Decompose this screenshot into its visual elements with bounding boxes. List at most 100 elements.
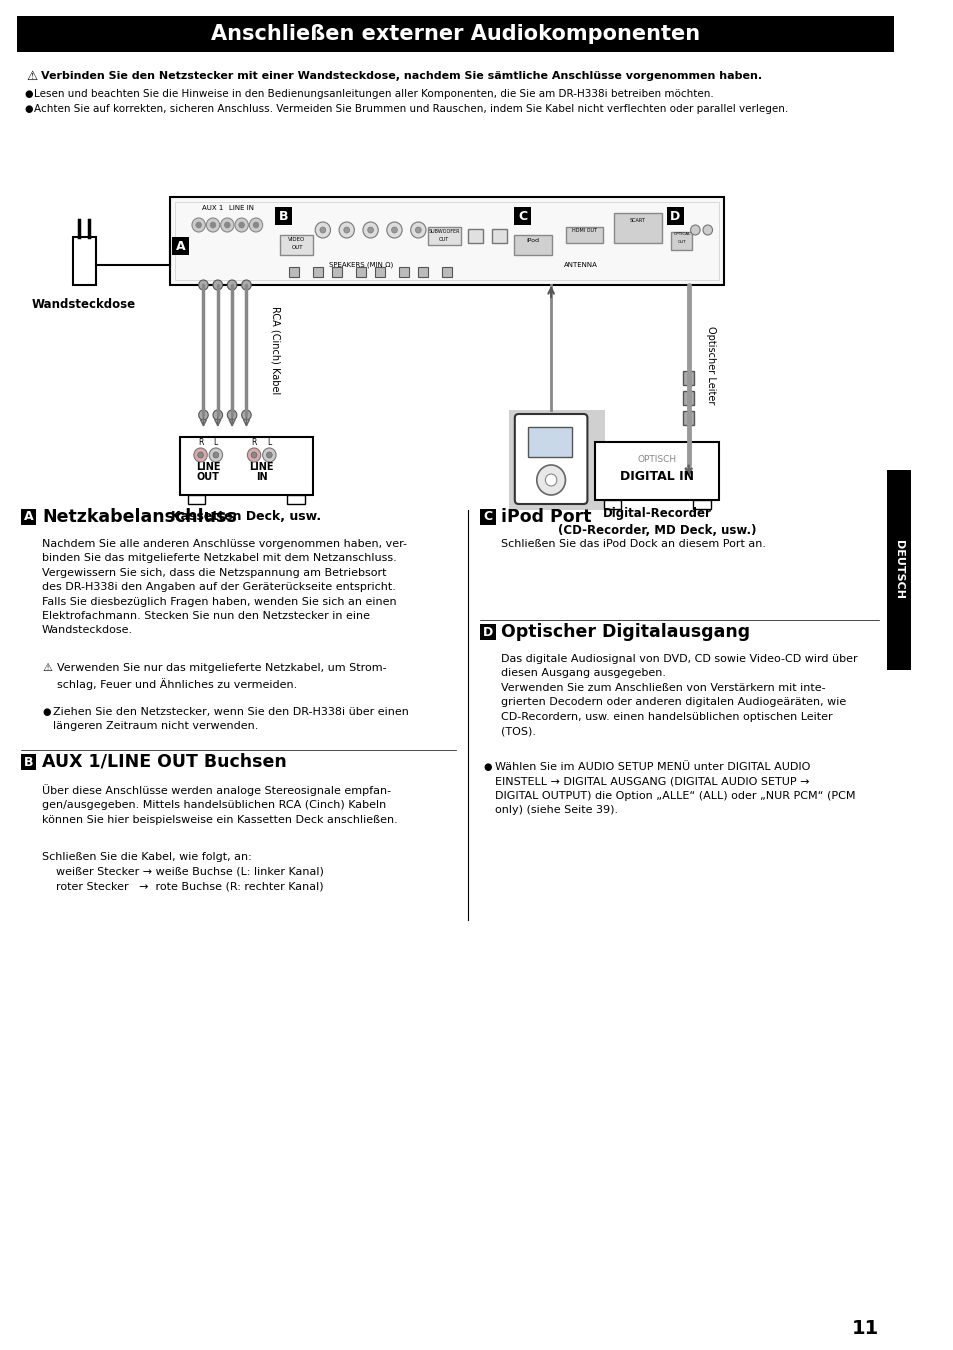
Circle shape <box>227 279 236 290</box>
Bar <box>666 207 683 225</box>
Circle shape <box>213 410 222 420</box>
Bar <box>514 235 552 255</box>
Circle shape <box>193 448 207 462</box>
Bar <box>428 227 461 244</box>
Bar <box>172 238 189 255</box>
Circle shape <box>319 227 325 234</box>
Circle shape <box>210 221 215 228</box>
Text: L: L <box>267 437 272 447</box>
Text: ●: ● <box>483 761 492 772</box>
Circle shape <box>220 217 233 232</box>
Text: Anschließen externer Audiokomponenten: Anschließen externer Audiokomponenten <box>211 24 700 45</box>
Text: AUX 1/LINE OUT Buchsen: AUX 1/LINE OUT Buchsen <box>42 753 287 771</box>
Text: 11: 11 <box>851 1319 878 1338</box>
Text: B: B <box>278 209 288 223</box>
Text: C: C <box>483 510 492 524</box>
Text: SPEAKERS (MIN Ω): SPEAKERS (MIN Ω) <box>329 262 393 269</box>
Bar <box>468 230 483 243</box>
Bar <box>566 227 602 243</box>
Circle shape <box>253 221 258 228</box>
Text: ANTENNA: ANTENNA <box>563 262 597 269</box>
Circle shape <box>249 217 262 232</box>
Text: OUT: OUT <box>438 238 449 242</box>
Circle shape <box>213 279 222 290</box>
Circle shape <box>213 452 218 458</box>
Bar <box>682 410 694 425</box>
Bar <box>398 267 409 277</box>
Text: C: C <box>517 209 526 223</box>
Text: Verbinden Sie den Netzstecker mit einer Wandsteckdose, nachdem Sie sämtliche Ans: Verbinden Sie den Netzstecker mit einer … <box>41 72 761 81</box>
Bar <box>375 267 384 277</box>
Bar <box>480 624 496 640</box>
Circle shape <box>537 464 565 495</box>
Text: D: D <box>482 625 493 639</box>
Circle shape <box>198 410 208 420</box>
Text: Optischer Leiter: Optischer Leiter <box>705 325 715 404</box>
Circle shape <box>391 227 396 234</box>
Text: OPTICAL: OPTICAL <box>673 232 690 236</box>
Bar <box>174 202 719 279</box>
Text: Nachdem Sie alle anderen Anschlüsse vorgenommen haben, ver-
binden Sie das mitge: Nachdem Sie alle anderen Anschlüsse vorg… <box>42 539 407 636</box>
Circle shape <box>192 217 205 232</box>
Bar <box>614 213 661 243</box>
Bar <box>509 410 604 510</box>
Text: LINE: LINE <box>249 462 274 472</box>
Bar <box>274 207 292 225</box>
Circle shape <box>195 221 201 228</box>
Bar <box>21 509 36 525</box>
Text: RCA (Cinch) Kabel: RCA (Cinch) Kabel <box>270 306 280 394</box>
Bar <box>603 500 620 509</box>
Circle shape <box>238 221 244 228</box>
Text: Wandsteckdose: Wandsteckdose <box>32 298 136 312</box>
Bar <box>693 500 710 509</box>
Text: IN: IN <box>255 472 267 482</box>
Circle shape <box>367 227 373 234</box>
Text: Ziehen Sie den Netzstecker, wenn Sie den DR-H338i über einen
längeren Zeitraum n: Ziehen Sie den Netzstecker, wenn Sie den… <box>53 707 409 732</box>
Text: Netzkabelanschluss: Netzkabelanschluss <box>42 508 236 526</box>
Circle shape <box>206 217 219 232</box>
Circle shape <box>241 410 251 420</box>
Circle shape <box>386 221 402 238</box>
FancyBboxPatch shape <box>515 414 587 504</box>
Circle shape <box>198 279 208 290</box>
Text: Das digitale Audiosignal von DVD, CD sowie Video-CD wird über
diesen Ausgang aus: Das digitale Audiosignal von DVD, CD sow… <box>501 653 857 736</box>
Bar <box>682 392 694 405</box>
Text: OUT: OUT <box>196 472 219 482</box>
Text: OPTISCH: OPTISCH <box>637 455 676 464</box>
Bar <box>418 267 428 277</box>
Bar <box>287 495 304 504</box>
Text: Digital-Recorder
(CD-Recorder, MD Deck, usw.): Digital-Recorder (CD-Recorder, MD Deck, … <box>558 508 756 537</box>
Bar <box>289 267 298 277</box>
Bar <box>170 197 723 285</box>
Circle shape <box>234 217 248 232</box>
Text: Schließen Sie die Kabel, wie folgt, an:
    weißer Stecker → weiße Buchse (L: li: Schließen Sie die Kabel, wie folgt, an: … <box>42 852 324 891</box>
Text: AUX 1: AUX 1 <box>202 205 223 211</box>
Circle shape <box>690 225 700 235</box>
Text: Schließen Sie das iPod Dock an diesem Port an.: Schließen Sie das iPod Dock an diesem Po… <box>501 539 765 549</box>
Circle shape <box>224 221 230 228</box>
Circle shape <box>411 221 426 238</box>
Text: Achten Sie auf korrekten, sicheren Anschluss. Vermeiden Sie Brummen und Rauschen: Achten Sie auf korrekten, sicheren Ansch… <box>34 104 788 113</box>
Text: Lesen und beachten Sie die Hinweise in den Bedienungsanleitungen aller Komponent: Lesen und beachten Sie die Hinweise in d… <box>34 89 714 99</box>
Text: Kassetten Deck, usw.: Kassetten Deck, usw. <box>172 510 321 524</box>
Text: A: A <box>175 239 185 252</box>
Text: LINE IN: LINE IN <box>229 205 253 211</box>
Text: VIDEO: VIDEO <box>288 238 305 242</box>
Circle shape <box>262 448 275 462</box>
Circle shape <box>314 221 330 238</box>
Bar <box>188 495 205 504</box>
Bar <box>179 437 313 495</box>
Bar <box>332 267 341 277</box>
Text: ⚠: ⚠ <box>42 663 52 674</box>
Text: ●: ● <box>42 707 51 717</box>
Text: Über diese Anschlüsse werden analoge Stereosignale empfan-
gen/ausgegeben. Mitte: Über diese Anschlüsse werden analoge Ste… <box>42 784 397 825</box>
Circle shape <box>343 227 349 234</box>
Circle shape <box>197 452 203 458</box>
Bar <box>671 232 692 250</box>
Text: LINE: LINE <box>195 462 220 472</box>
Circle shape <box>247 448 260 462</box>
Circle shape <box>338 221 354 238</box>
Bar <box>886 470 910 670</box>
Bar <box>480 509 496 525</box>
Text: L: L <box>213 437 217 447</box>
